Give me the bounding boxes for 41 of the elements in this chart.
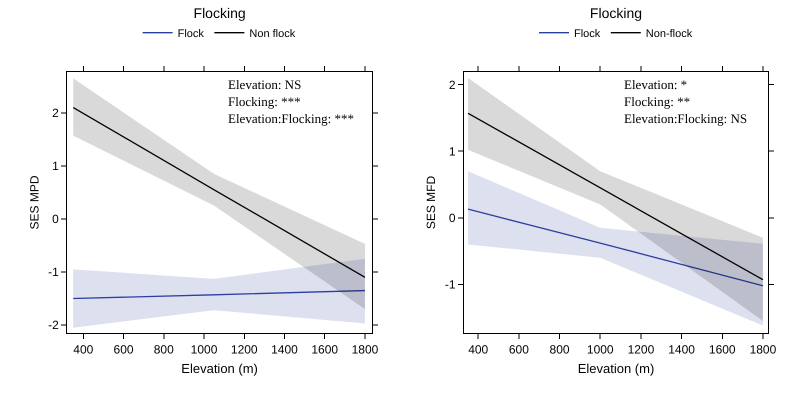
x-tick-label: 1000 (190, 342, 218, 356)
x-tick-label: 1600 (311, 342, 338, 356)
annotation: Elevation: * (624, 77, 688, 92)
y-tick-label: 2 (52, 106, 60, 120)
y-tick-label: 2 (448, 78, 456, 92)
y-tick-label: 0 (448, 211, 456, 226)
annotation: Flocking: ** (624, 94, 690, 109)
legend-title: Flocking (194, 5, 246, 22)
x-tick-label: 1200 (230, 342, 258, 356)
x-tick-label: 400 (73, 342, 94, 356)
x-tick-label: 1200 (628, 342, 655, 356)
annotation: Elevation: NS (228, 77, 302, 92)
x-tick-label: 1400 (271, 342, 298, 356)
x-axis-title: Elevation (m) (578, 361, 654, 376)
x-tick-label: 800 (154, 342, 174, 356)
y-tick-label: -1 (444, 278, 456, 292)
x-tick-label: 1800 (352, 342, 379, 356)
x-tick-label: 1600 (708, 342, 736, 356)
annotation: Flocking: *** (228, 94, 301, 109)
x-tick-label: 1800 (750, 342, 777, 356)
annotation: Elevation:Flocking: NS (624, 110, 748, 126)
x-tick-label: 800 (550, 342, 570, 356)
x-tick-label: 1000 (586, 342, 614, 356)
legend-title: Flocking (590, 5, 642, 22)
x-tick-label: 600 (508, 342, 530, 356)
legend-label: Flock (574, 28, 601, 40)
y-tick-label: -2 (48, 318, 60, 332)
y-tick-label: 1 (52, 159, 60, 174)
x-tick-label: 400 (468, 342, 489, 356)
y-tick-label: 0 (52, 212, 60, 226)
legend-label: Flock (178, 28, 204, 40)
x-tick-label: 1400 (668, 342, 696, 356)
annotation: Elevation:Flocking: *** (228, 110, 354, 126)
x-tick-label: 600 (114, 342, 134, 356)
y-tick-label: -1 (48, 265, 60, 280)
y-tick-label: 1 (448, 144, 456, 158)
legend-label: Non flock (249, 28, 296, 40)
x-axis-title: Elevation (m) (181, 361, 258, 376)
y-axis-title: SES MFD (424, 176, 438, 230)
legend-label: Non-flock (646, 28, 693, 40)
y-axis-title: SES MPD (27, 175, 42, 230)
